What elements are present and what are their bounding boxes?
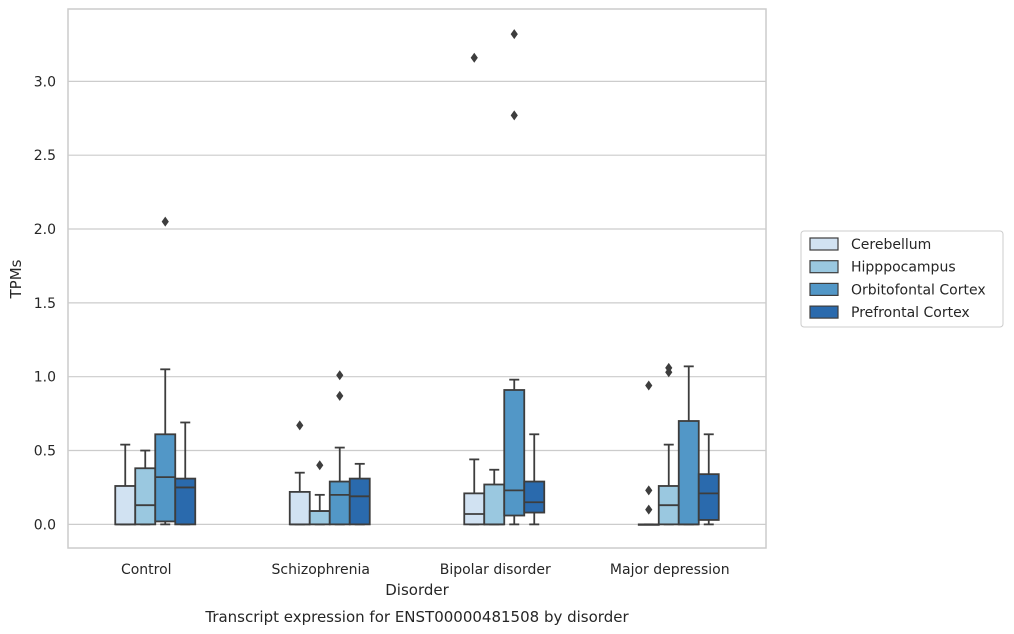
y-tick-label: 0.0 xyxy=(34,517,56,533)
box-orbitofontal-cortex xyxy=(154,216,177,526)
y-tick-labels: 0.0 0.5 1.0 1.5 2.0 2.5 3.0 xyxy=(34,74,56,533)
legend-label: Prefrontal Cortex xyxy=(851,305,970,321)
outlier-point xyxy=(336,390,344,401)
box-body xyxy=(174,477,197,526)
box-hipppocampus xyxy=(308,460,331,526)
outlier-point xyxy=(510,110,518,121)
box-body xyxy=(308,510,331,526)
chart-caption: Transcript expression for ENST0000048150… xyxy=(204,608,629,626)
legend-label: Orbitofontal Cortex xyxy=(851,282,986,298)
box-body xyxy=(134,467,157,526)
box-body xyxy=(288,490,311,526)
box-orbitofontal-cortex xyxy=(328,370,351,526)
box-cerebellum xyxy=(288,420,311,526)
legend: Cerebellum Hipppocampus Orbitofontal Corte… xyxy=(800,230,1004,328)
box-body xyxy=(348,477,371,526)
box-hipppocampus xyxy=(134,449,157,526)
y-tick-label: 0.5 xyxy=(34,444,56,460)
outlier-point xyxy=(316,460,324,471)
y-tick-label: 1.5 xyxy=(34,296,56,312)
box-body xyxy=(463,492,486,526)
box-layer xyxy=(114,29,720,526)
y-tick-label: 3.0 xyxy=(34,74,56,90)
legend-swatch xyxy=(809,237,839,251)
box-body xyxy=(114,485,137,526)
x-tick-label: Bipolar disorder xyxy=(440,562,551,578)
x-tick-labels: Control Schizophrenia Bipolar disorder Majo… xyxy=(121,562,730,578)
box-prefrontal-cortex xyxy=(697,433,720,526)
box-cerebellum xyxy=(463,52,486,526)
box-prefrontal-cortex xyxy=(523,433,546,526)
box-body xyxy=(483,483,506,526)
y-tick-label: 2.0 xyxy=(34,222,56,238)
box-orbitofontal-cortex xyxy=(677,365,700,526)
y-axis-label: TPMs xyxy=(7,259,25,299)
box-hipppocampus xyxy=(483,468,506,526)
outlier-point xyxy=(470,52,478,63)
box-orbitofontal-cortex xyxy=(503,29,526,526)
plot-frame xyxy=(67,8,767,549)
x-tick-label: Major depression xyxy=(610,562,730,578)
legend-swatch xyxy=(809,305,839,319)
outlier-point xyxy=(336,370,344,381)
x-tick-label: Control xyxy=(121,562,172,578)
outlier-point xyxy=(645,504,653,515)
x-axis-label: Disorder xyxy=(385,581,449,599)
box-cerebellum xyxy=(114,443,137,526)
box-body xyxy=(328,480,351,526)
legend-label: Cerebellum xyxy=(851,237,931,253)
box-hipppocampus xyxy=(657,362,680,526)
y-tick-label: 2.5 xyxy=(34,148,56,164)
outlier-point xyxy=(645,485,653,496)
box-body xyxy=(677,420,700,526)
outlier-point xyxy=(645,380,653,391)
legend-swatch xyxy=(809,260,839,274)
box-body xyxy=(503,389,526,517)
box-cerebellum xyxy=(637,380,660,526)
legend-swatch xyxy=(809,282,839,296)
outlier-point xyxy=(161,216,169,227)
legend-label: Hipppocampus xyxy=(851,260,956,276)
outlier-point xyxy=(510,29,518,40)
box-prefrontal-cortex xyxy=(174,421,197,526)
x-tick-label: Schizophrenia xyxy=(272,562,370,578)
box-prefrontal-cortex xyxy=(348,462,371,526)
box-body xyxy=(697,473,720,521)
outlier-point xyxy=(296,420,304,431)
grid-lines xyxy=(68,80,766,525)
y-tick-label: 1.0 xyxy=(34,370,56,386)
box-body xyxy=(523,480,546,514)
outlier-point xyxy=(665,362,673,373)
legend-frame xyxy=(800,230,1004,328)
